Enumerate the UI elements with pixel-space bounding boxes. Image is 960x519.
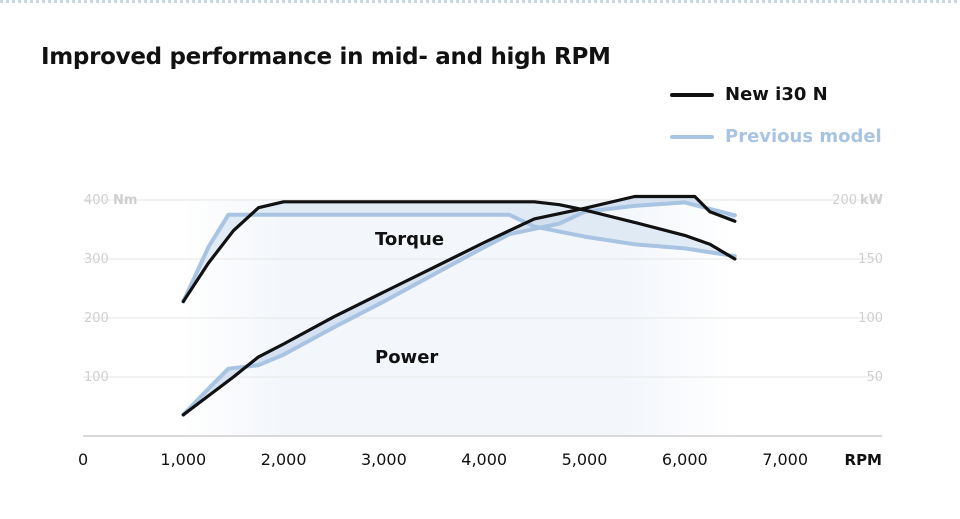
previous-model-power-line [181,200,737,417]
y-right-tick-label: 50 [866,370,883,385]
x-axis-label: RPM [845,451,882,469]
x-tick-label: 2,000 [261,450,307,469]
y-left-tick-label: 300 [84,252,109,267]
legend-swatch-new-model [670,93,714,97]
y-right-tick-label: 100 [858,311,883,326]
new-model-power-line [181,194,737,417]
y-left-unit-label: Nm [113,193,137,208]
chart-title: Improved performance in mid- and high RP… [41,44,611,70]
chart-legend: New i30 N Previous model [670,80,920,160]
legend-item-new-model: New i30 N [670,80,920,110]
y-left-tick-label: 400 [84,193,109,208]
y-left-tick-label: 200 [84,311,109,326]
x-tick-label: 0 [78,450,88,469]
y-right-tick-label: 150 [858,252,883,267]
y-right-tick-label: 200 [832,193,857,208]
y-right-unit-label: kW [860,193,883,208]
legend-swatch-previous-model [670,135,714,139]
annotation-torque: Torque [375,229,444,250]
x-tick-label: 7,000 [762,450,808,469]
torque-difference-area [183,201,735,302]
annotation-power: Power [375,347,438,368]
legend-label-new-model: New i30 N [725,84,828,105]
y-left-tick-label: 100 [84,370,109,385]
x-tick-label: 5,000 [562,450,608,469]
new-model-torque-line [181,200,737,304]
x-tick-label: 3,000 [361,450,407,469]
previous-model-torque-line [181,212,737,304]
x-tick-label: 4,000 [461,450,507,469]
legend-item-previous-model: Previous model [670,122,920,152]
x-tick-label: 6,000 [662,450,708,469]
legend-label-previous-model: Previous model [725,126,882,147]
x-tick-label: 1,000 [160,450,206,469]
top-dotted-rule [0,0,960,3]
